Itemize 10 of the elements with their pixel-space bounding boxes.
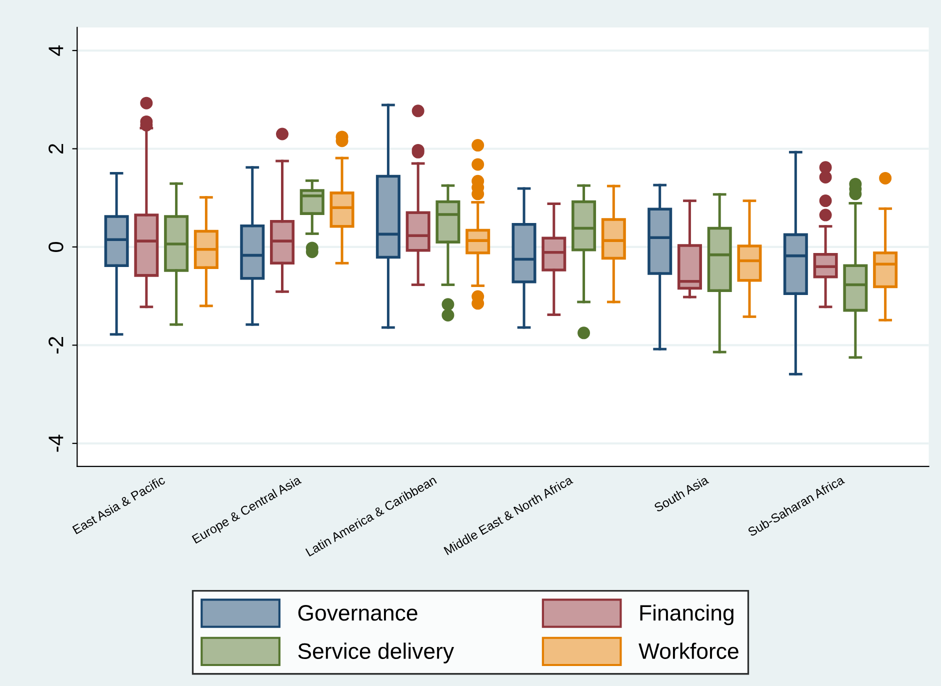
legend-label: Service delivery — [298, 642, 454, 664]
y-tick-label: -2 — [48, 336, 64, 354]
legend-label: Governance — [298, 605, 418, 621]
y-tick-label: -4 — [48, 434, 64, 452]
legend-label: Financing — [640, 604, 734, 626]
y-tick-label: 4 — [48, 45, 64, 56]
y-tick-label: 0 — [48, 242, 64, 252]
x-tick-label: South Asia — [653, 474, 710, 512]
legend-label: Workforce — [638, 642, 738, 659]
y-tick-label: 2 — [48, 144, 64, 154]
